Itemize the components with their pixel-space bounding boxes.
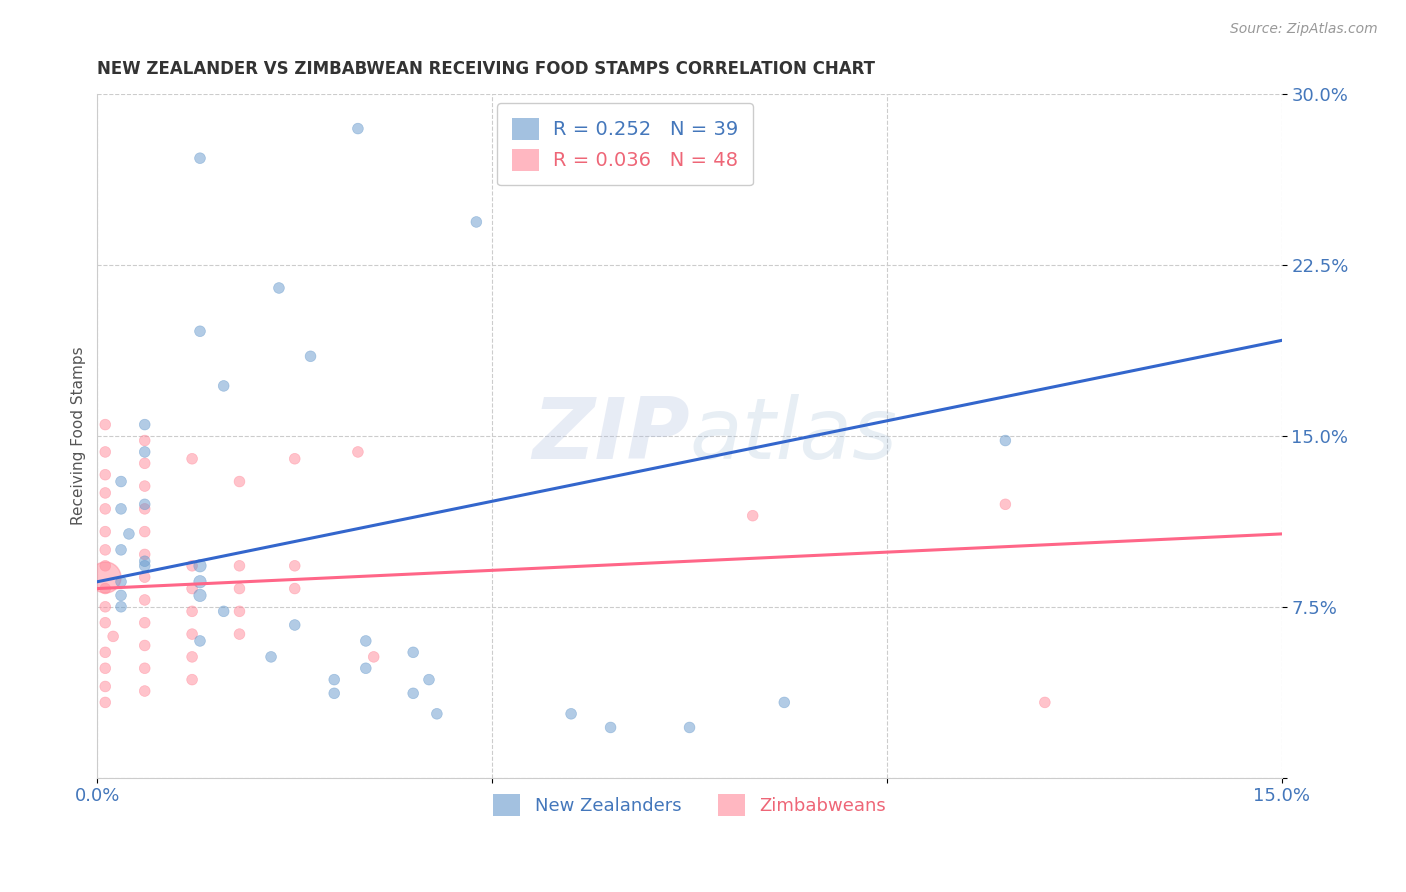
Point <box>94 558 117 573</box>
Point <box>110 542 132 557</box>
Point <box>228 604 250 618</box>
Point <box>134 548 156 562</box>
Point <box>188 574 211 589</box>
Point <box>94 542 117 557</box>
Point <box>101 629 124 643</box>
Point <box>94 445 117 459</box>
Point <box>181 558 204 573</box>
Point <box>181 582 204 596</box>
Point <box>284 618 307 632</box>
Point <box>94 680 117 694</box>
Point <box>134 558 156 573</box>
Point <box>134 501 156 516</box>
Point <box>599 721 621 735</box>
Point <box>110 574 132 589</box>
Point <box>181 604 204 618</box>
Point <box>94 645 117 659</box>
Point <box>181 673 204 687</box>
Point <box>110 475 132 489</box>
Point <box>212 604 235 618</box>
Point <box>94 582 117 596</box>
Point <box>347 445 370 459</box>
Point <box>134 570 156 584</box>
Point <box>228 627 250 641</box>
Point <box>110 501 132 516</box>
Point <box>94 615 117 630</box>
Point <box>212 379 235 393</box>
Point <box>134 479 156 493</box>
Point <box>260 649 283 664</box>
Point <box>94 599 117 614</box>
Point <box>418 673 440 687</box>
Point <box>181 451 204 466</box>
Point <box>94 467 117 482</box>
Point <box>94 501 117 516</box>
Point <box>402 645 425 659</box>
Point <box>323 686 346 700</box>
Point <box>94 417 117 432</box>
Point <box>188 634 211 648</box>
Point <box>94 570 117 584</box>
Point <box>347 121 370 136</box>
Point <box>228 558 250 573</box>
Text: Source: ZipAtlas.com: Source: ZipAtlas.com <box>1230 22 1378 37</box>
Point <box>773 695 796 709</box>
Point <box>465 215 488 229</box>
Point <box>188 588 211 602</box>
Point <box>134 639 156 653</box>
Point <box>181 649 204 664</box>
Point <box>354 634 377 648</box>
Point <box>560 706 582 721</box>
Point <box>134 434 156 448</box>
Point <box>134 615 156 630</box>
Point <box>678 721 700 735</box>
Point <box>181 627 204 641</box>
Point <box>994 497 1017 511</box>
Point <box>94 486 117 500</box>
Point <box>284 582 307 596</box>
Point <box>110 599 132 614</box>
Point <box>267 281 290 295</box>
Point <box>134 417 156 432</box>
Point <box>402 686 425 700</box>
Point <box>284 558 307 573</box>
Text: NEW ZEALANDER VS ZIMBABWEAN RECEIVING FOOD STAMPS CORRELATION CHART: NEW ZEALANDER VS ZIMBABWEAN RECEIVING FO… <box>97 60 876 78</box>
Point <box>188 151 211 165</box>
Point <box>188 324 211 338</box>
Point <box>323 673 346 687</box>
Point <box>134 593 156 607</box>
Point <box>994 434 1017 448</box>
Point <box>354 661 377 675</box>
Point <box>134 554 156 568</box>
Point <box>134 456 156 470</box>
Point <box>118 527 141 541</box>
Point <box>1033 695 1056 709</box>
Point <box>228 582 250 596</box>
Point <box>94 524 117 539</box>
Point <box>134 524 156 539</box>
Legend: New Zealanders, Zimbabweans: New Zealanders, Zimbabweans <box>486 787 893 823</box>
Point <box>228 475 250 489</box>
Point <box>94 695 117 709</box>
Point <box>134 497 156 511</box>
Point <box>363 649 385 664</box>
Point <box>134 445 156 459</box>
Point <box>741 508 763 523</box>
Point <box>110 588 132 602</box>
Point <box>94 661 117 675</box>
Point <box>188 558 211 573</box>
Text: atlas: atlas <box>689 394 897 477</box>
Y-axis label: Receiving Food Stamps: Receiving Food Stamps <box>72 347 86 525</box>
Point <box>134 661 156 675</box>
Point <box>299 349 322 363</box>
Point <box>134 684 156 698</box>
Point <box>426 706 449 721</box>
Text: ZIP: ZIP <box>531 394 689 477</box>
Point <box>284 451 307 466</box>
